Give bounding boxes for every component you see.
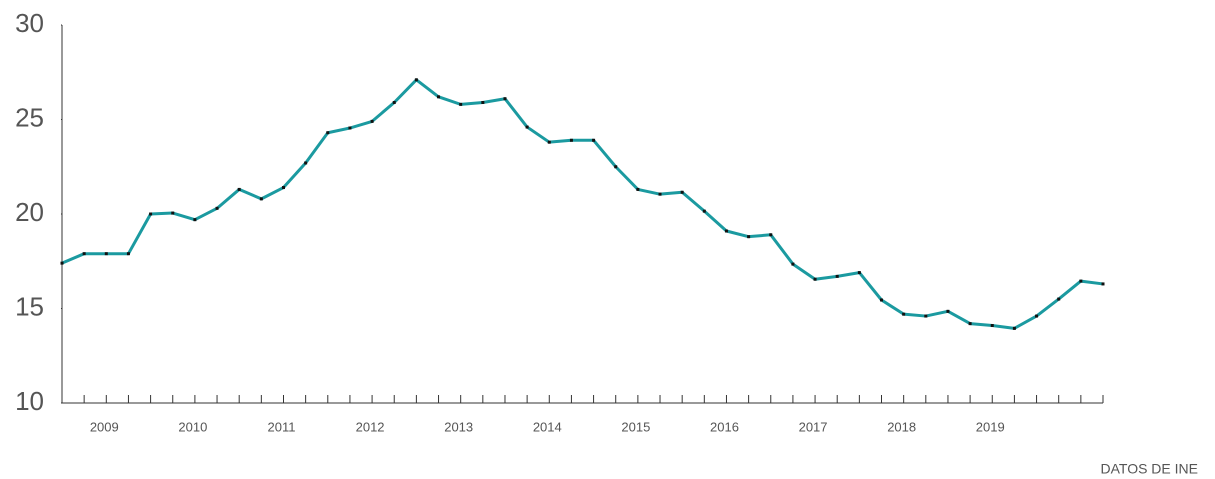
x-tick-label: 2019 [976,419,1005,434]
data-point [60,261,64,265]
data-point [968,322,972,326]
x-tick-label: 2018 [887,419,916,434]
data-point [437,95,441,99]
data-point [857,271,861,275]
data-point [215,206,219,210]
x-tick-label: 2012 [356,419,385,434]
x-tick-label: 2010 [178,419,207,434]
data-point [304,161,308,165]
data-point [835,274,839,278]
x-tick-label: 2016 [710,419,739,434]
data-point [880,298,884,302]
data-point [392,100,396,104]
data-point [126,252,130,256]
data-point [326,131,330,135]
data-line [61,78,1104,330]
data-point [902,312,906,316]
data-point [747,235,751,239]
data-point [503,97,507,101]
data-point [614,165,618,169]
data-point [1035,314,1039,318]
data-point [82,252,86,256]
data-point [569,138,573,142]
y-tick-label: 15 [15,291,44,321]
data-point [414,78,418,82]
data-point [636,187,640,191]
data-point [658,192,662,196]
data-point [348,126,352,130]
data-point [1057,297,1061,301]
data-point [1079,279,1083,283]
data-point [724,229,728,233]
data-point [1012,326,1016,330]
y-tick-label: 25 [15,102,44,132]
data-point [946,309,950,313]
data-point [104,252,108,256]
data-point [149,212,153,216]
x-tick-label: 2009 [90,419,119,434]
data-point [237,187,241,191]
data-point [769,233,773,237]
data-point [791,262,795,266]
data-point [370,119,374,123]
x-tick-label: 2011 [268,419,296,434]
data-point [547,140,551,144]
x-tick-label: 2014 [533,419,562,434]
data-point [281,186,285,190]
data-point [171,211,175,215]
x-tick-label: 2015 [621,419,650,434]
data-point [1101,282,1105,286]
data-point [702,209,706,213]
data-point [259,197,263,201]
y-tick-label: 10 [15,386,44,416]
data-point [813,277,817,281]
data-point [924,314,928,318]
data-point [193,218,197,222]
data-point [481,100,485,104]
x-tick-label: 2017 [799,419,828,434]
source-note: DATOS DE INE [1100,461,1198,477]
data-point [990,324,994,328]
data-point [459,102,463,106]
x-tick-label: 2013 [444,419,473,434]
data-point [680,190,684,194]
data-point [592,138,596,142]
data-point [525,125,529,129]
y-tick-label: 30 [15,8,44,38]
y-tick-label: 20 [15,197,44,227]
